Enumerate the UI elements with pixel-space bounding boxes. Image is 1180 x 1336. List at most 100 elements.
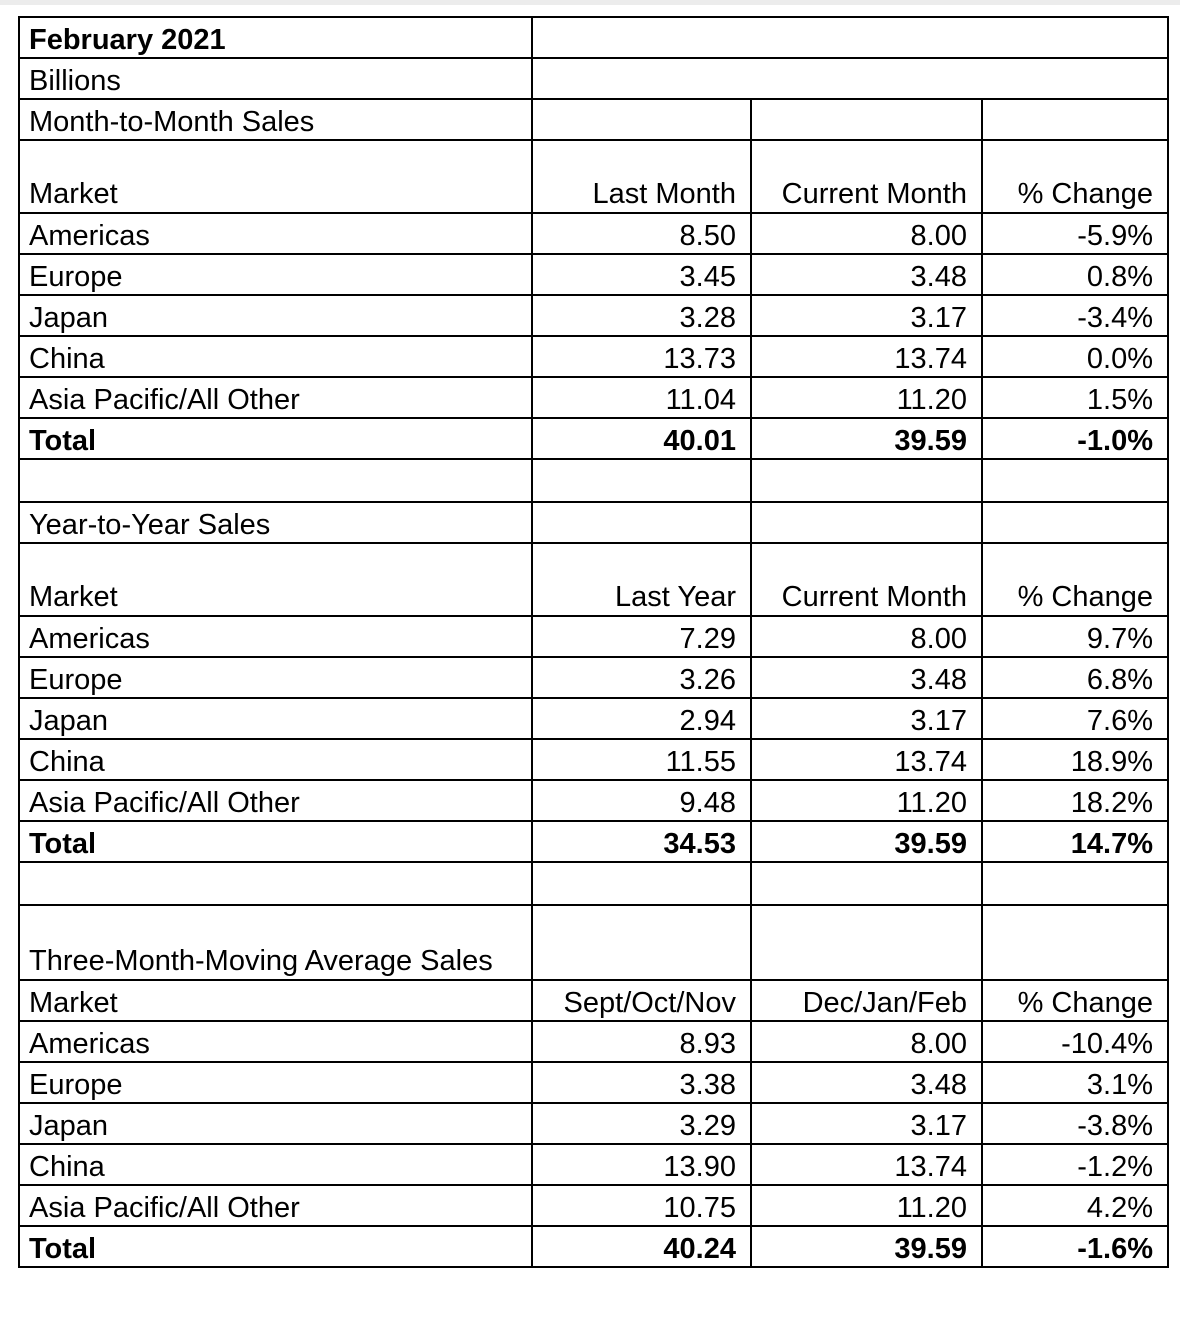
sales-report-table: February 2021 Billions Month-to-Month Sa… [18, 16, 1170, 1268]
prior-value-cell: 11.55 [531, 738, 752, 781]
change-cell: 18.2% [980, 779, 1170, 822]
market-cell: Europe [18, 253, 533, 296]
total-row: Total 40.01 39.59 -1.0% [18, 417, 1170, 460]
total-change: -1.6% [980, 1225, 1170, 1268]
table-row: Americas 8.93 8.00 -10.4% [18, 1020, 1170, 1063]
empty-cell [980, 904, 1170, 981]
empty-cell [530, 57, 1170, 100]
table-row: Asia Pacific/All Other 9.48 11.20 18.2% [18, 779, 1170, 822]
total-current-value: 39.59 [750, 820, 983, 863]
prior-value-cell: 13.73 [531, 335, 752, 378]
table-row: Europe 3.26 3.48 6.8% [18, 656, 1170, 699]
empty-cell [18, 861, 533, 906]
column-header-change: % Change [980, 542, 1170, 617]
table-row: China 11.55 13.74 18.9% [18, 738, 1170, 781]
report-unit: Billions [18, 57, 533, 100]
table-row: Asia Pacific/All Other 11.04 11.20 1.5% [18, 376, 1170, 419]
change-cell: 1.5% [980, 376, 1170, 419]
change-cell: -5.9% [980, 212, 1170, 255]
market-cell: Japan [18, 697, 533, 740]
market-cell: China [18, 335, 533, 378]
total-current-value: 39.59 [750, 417, 983, 460]
column-header-current: Current Month [750, 542, 983, 617]
total-change: 14.7% [980, 820, 1170, 863]
spacer-row [18, 861, 1170, 906]
prior-value-cell: 9.48 [531, 779, 752, 822]
empty-cell [530, 16, 1170, 59]
market-cell: Europe [18, 656, 533, 699]
column-header-row: Market Sept/Oct/Nov Dec/Jan/Feb% Change [18, 979, 1170, 1022]
current-value-cell: 11.20 [750, 779, 983, 822]
section-title: Month-to-Month Sales [18, 98, 533, 141]
current-value-cell: 13.74 [750, 335, 983, 378]
column-header-row: Market Last Month Current Month% Change [18, 139, 1170, 214]
total-row: Total 34.53 39.59 14.7% [18, 820, 1170, 863]
table-row: Asia Pacific/All Other 10.75 11.20 4.2% [18, 1184, 1170, 1227]
prior-value-cell: 8.50 [531, 212, 752, 255]
prior-value-cell: 11.04 [531, 376, 752, 419]
column-header-current: Dec/Jan/Feb [750, 979, 983, 1022]
total-prior-value: 40.24 [531, 1225, 752, 1268]
column-header-current: Current Month [750, 139, 983, 214]
prior-value-cell: 3.38 [531, 1061, 752, 1104]
market-cell: China [18, 738, 533, 781]
current-value-cell: 3.17 [750, 1102, 983, 1145]
change-cell: 3.1% [980, 1061, 1170, 1104]
empty-cell [750, 904, 983, 981]
prior-value-cell: 3.26 [531, 656, 752, 699]
market-cell: Asia Pacific/All Other [18, 779, 533, 822]
report-unit-row: Billions [18, 57, 1170, 100]
current-value-cell: 8.00 [750, 615, 983, 658]
market-cell: Americas [18, 615, 533, 658]
empty-cell [750, 501, 983, 544]
total-label: Total [18, 417, 533, 460]
market-cell: China [18, 1143, 533, 1186]
total-label: Total [18, 820, 533, 863]
current-value-cell: 3.48 [750, 1061, 983, 1104]
column-header-change: % Change [980, 139, 1170, 214]
column-header-market: Market [18, 542, 533, 617]
current-value-cell: 8.00 [750, 212, 983, 255]
table-row: Japan 2.94 3.17 7.6% [18, 697, 1170, 740]
section-title-row: Year-to-Year Sales [18, 501, 1170, 544]
prior-value-cell: 10.75 [531, 1184, 752, 1227]
column-header-market: Market [18, 979, 533, 1022]
empty-cell [18, 458, 533, 503]
column-header-prior: Last Year [531, 542, 752, 617]
column-header-row: Market Last Year Current Month% Change [18, 542, 1170, 617]
empty-cell [531, 861, 752, 906]
change-cell: 0.8% [980, 253, 1170, 296]
prior-value-cell: 13.90 [531, 1143, 752, 1186]
prior-value-cell: 8.93 [531, 1020, 752, 1063]
market-cell: Asia Pacific/All Other [18, 376, 533, 419]
prior-value-cell: 3.28 [531, 294, 752, 337]
column-header-prior: Last Month [531, 139, 752, 214]
table-row: Americas 7.29 8.00 9.7% [18, 615, 1170, 658]
table-row: Europe 3.45 3.48 0.8% [18, 253, 1170, 296]
current-value-cell: 13.74 [750, 738, 983, 781]
market-cell: Japan [18, 294, 533, 337]
current-value-cell: 8.00 [750, 1020, 983, 1063]
column-header-change: % Change [980, 979, 1170, 1022]
table-row: China 13.90 13.74 -1.2% [18, 1143, 1170, 1186]
total-change: -1.0% [980, 417, 1170, 460]
total-label: Total [18, 1225, 533, 1268]
table-row: China 13.73 13.74 0.0% [18, 335, 1170, 378]
market-cell: Americas [18, 212, 533, 255]
prior-value-cell: 3.45 [531, 253, 752, 296]
empty-cell [980, 501, 1170, 544]
change-cell: -10.4% [980, 1020, 1170, 1063]
section-title: Year-to-Year Sales [18, 501, 533, 544]
empty-cell [531, 904, 752, 981]
table-row: Japan 3.29 3.17 -3.8% [18, 1102, 1170, 1145]
top-edge [0, 0, 1180, 5]
empty-cell [980, 98, 1170, 141]
empty-cell [750, 98, 983, 141]
total-prior-value: 40.01 [531, 417, 752, 460]
column-header-market: Market [18, 139, 533, 214]
current-value-cell: 3.17 [750, 697, 983, 740]
current-value-cell: 3.17 [750, 294, 983, 337]
table-row: Japan 3.28 3.17 -3.4% [18, 294, 1170, 337]
table-row: Europe 3.38 3.48 3.1% [18, 1061, 1170, 1104]
empty-cell [531, 501, 752, 544]
